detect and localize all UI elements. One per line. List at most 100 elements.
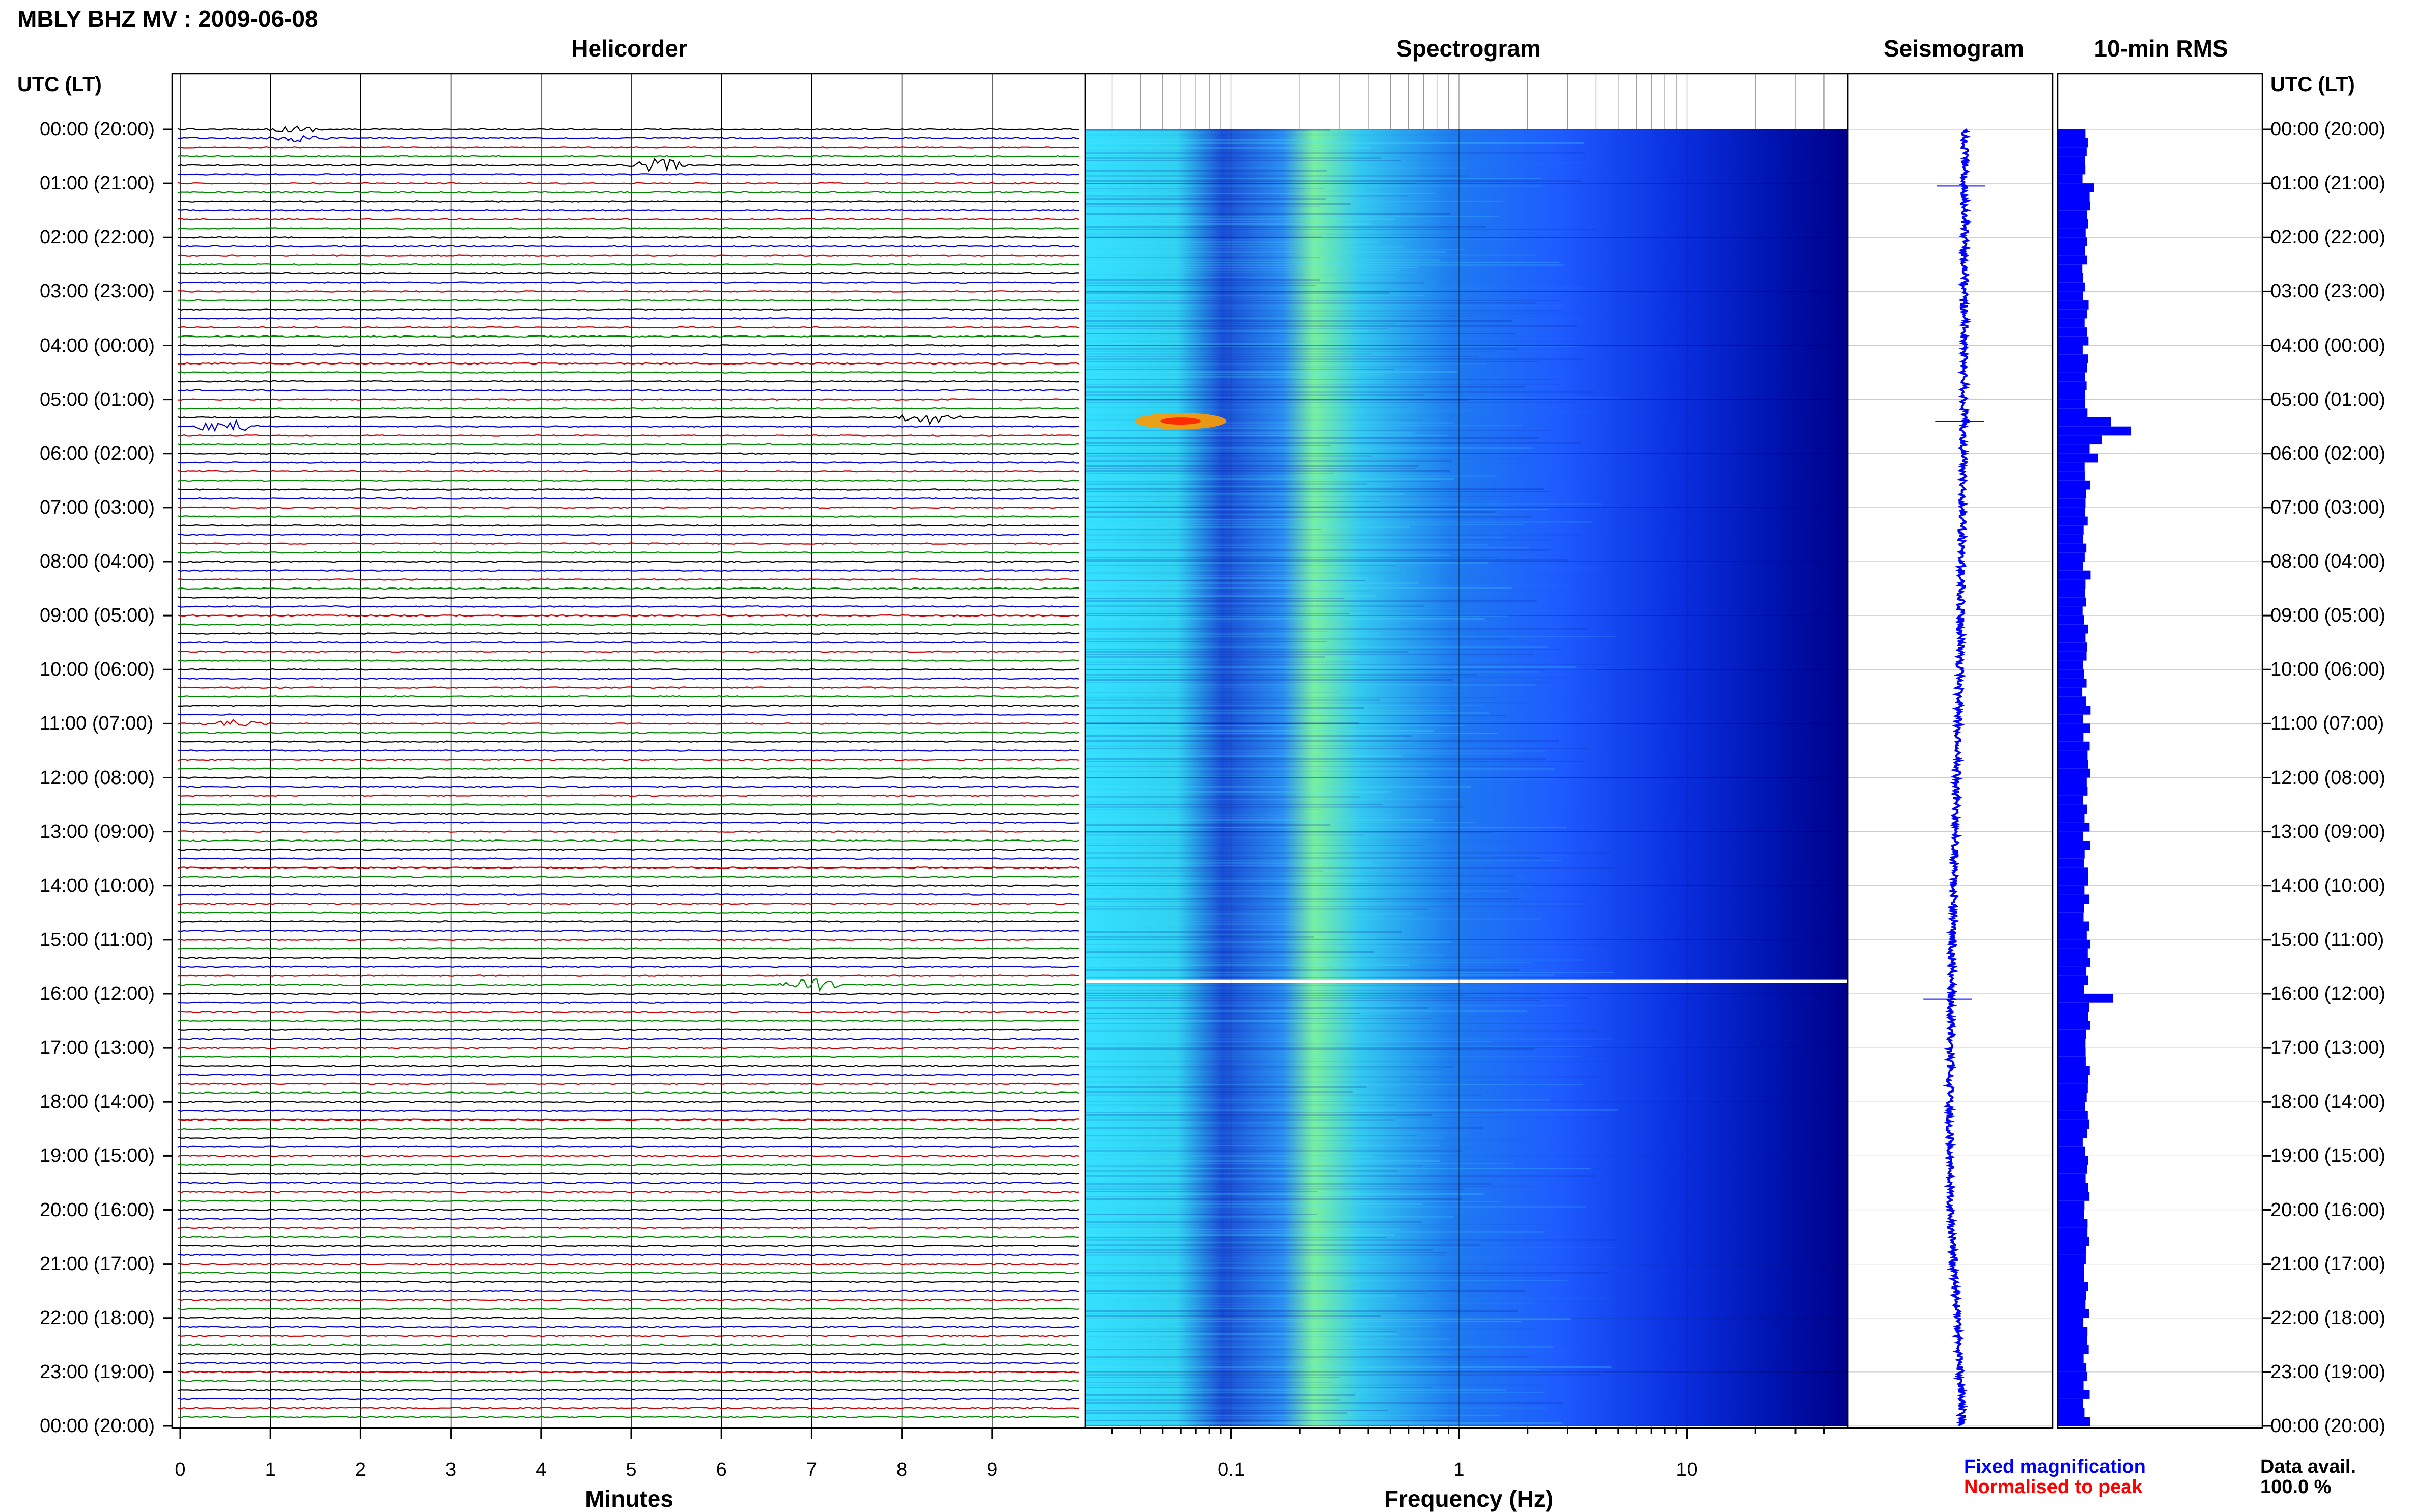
- spectrogram-slice: [1085, 857, 1541, 859]
- rms-bar: [2058, 831, 2083, 841]
- rms-bar: [2058, 966, 2086, 976]
- spectrogram-slice: [1085, 974, 1555, 976]
- spectrogram-slice: [1085, 1216, 1454, 1218]
- helicorder-trace: [177, 407, 1080, 410]
- helicorder-tick-label: 0: [175, 1459, 186, 1480]
- helicorder-trace: [177, 1055, 1080, 1058]
- spectrogram-slice: [1085, 1346, 1554, 1348]
- helicorder-x-label: Minutes: [585, 1486, 674, 1512]
- spectrogram-slice: [1085, 1343, 1315, 1345]
- spectrogram-slice: [1085, 610, 1522, 612]
- time-label-left: 07:00 (03:00): [40, 496, 155, 518]
- helicorder-trace: [177, 956, 1080, 959]
- spectrogram-slice: [1085, 885, 1533, 887]
- spectrogram-slice: [1085, 1206, 1586, 1208]
- rms-bar: [2058, 1390, 2090, 1399]
- helicorder-trace: [177, 470, 1080, 473]
- spectrogram-slice: [1085, 1183, 1492, 1185]
- time-label-left: 02:00 (22:00): [40, 227, 155, 248]
- spectrogram-slice: [1085, 906, 1587, 907]
- rms-bar: [2058, 1119, 2089, 1129]
- helicorder-trace: [177, 542, 1080, 545]
- rms-bar: [2058, 921, 2089, 931]
- spectrogram-slice: [1085, 1102, 1330, 1103]
- helicorder-trace: [177, 731, 1080, 734]
- spectrogram-slice: [1085, 1287, 1374, 1289]
- spectrogram-slice: [1085, 699, 1380, 701]
- spectrogram-slice: [1085, 1333, 1397, 1335]
- helicorder-trace: [177, 353, 1080, 356]
- helicorder-trace: [177, 1290, 1080, 1293]
- spectrogram-slice: [1085, 1384, 1542, 1386]
- helicorder-trace: [177, 1046, 1080, 1049]
- spectrogram-slice: [1085, 929, 1346, 930]
- spectrogram-slice: [1085, 1094, 1482, 1096]
- spectrogram-slice: [1085, 707, 1364, 709]
- helicorder-trace: [177, 749, 1080, 752]
- spectrogram-slice: [1085, 300, 1561, 301]
- spectrogram-slice: [1085, 1061, 1613, 1062]
- spectrogram-slice: [1085, 995, 1465, 996]
- rms-bar: [2058, 850, 2085, 859]
- spectrogram-slice: [1085, 1267, 1358, 1269]
- spectrogram-slice: [1085, 605, 1424, 607]
- helicorder-trace: [177, 1326, 1080, 1328]
- spectrogram-slice: [1085, 575, 1339, 576]
- helicorder-trace: [177, 1244, 1080, 1247]
- spectrogram-slice: [1085, 465, 1420, 467]
- spectrogram-slice: [1085, 1056, 1582, 1057]
- spectrogram-slice: [1085, 493, 1404, 495]
- spectrogram-slice: [1085, 1048, 1535, 1050]
- spectrogram-slice: [1085, 1313, 1470, 1314]
- spectrogram-plot: [1085, 74, 1848, 1439]
- spectrogram-slice: [1085, 1387, 1432, 1388]
- spectrogram-slice: [1085, 1112, 1504, 1113]
- spectrogram-slice: [1085, 883, 1596, 884]
- spectrogram-slice: [1085, 315, 1473, 317]
- spectrogram-slice: [1085, 514, 1500, 515]
- helicorder-trace: [177, 1100, 1080, 1103]
- helicorder-trace: [177, 389, 1080, 392]
- spectrogram-slice: [1085, 725, 1465, 726]
- spectrogram-slice: [1085, 898, 1519, 900]
- time-label-left: 10:00 (06:00): [40, 659, 155, 681]
- spectrogram-slice: [1085, 262, 1559, 263]
- spectrogram-slice: [1085, 407, 1408, 408]
- spectrogram-slice: [1085, 936, 1314, 938]
- rms-bar: [2058, 318, 2085, 328]
- spectrogram-slice: [1085, 1130, 1356, 1131]
- helicorder-trace: [177, 506, 1080, 509]
- spectrogram-slice: [1085, 244, 1326, 245]
- helicorder-trace: [177, 1001, 1080, 1004]
- spectrogram-slice: [1085, 1389, 1506, 1391]
- spectrogram-slice: [1085, 1318, 1571, 1320]
- helicorder-trace: [177, 1136, 1080, 1139]
- rms-bar: [2058, 309, 2087, 319]
- spectrogram-x-label: Frequency (Hz): [1384, 1486, 1554, 1512]
- time-label-right: 14:00 (10:00): [2270, 875, 2386, 897]
- spectrogram-slice: [1085, 1142, 1384, 1144]
- rms-bar: [2058, 606, 2083, 616]
- spectrogram-slice: [1085, 1201, 1501, 1202]
- spectrogram-slice: [1085, 162, 1591, 164]
- time-label-left: 01:00 (21:00): [40, 173, 155, 194]
- spectrogram-slice: [1085, 287, 1585, 289]
- spectrogram-slice: [1085, 409, 1472, 411]
- rms-bar: [2058, 985, 2084, 994]
- spectrogram-slice: [1085, 1063, 1411, 1065]
- spectrogram-slice: [1085, 1224, 1554, 1225]
- spectrogram-slice: [1085, 165, 1561, 166]
- spectrogram-slice: [1085, 198, 1326, 200]
- helicorder-trace: [177, 125, 1080, 133]
- spectrogram-slice: [1085, 1392, 1544, 1393]
- spectrogram-slice: [1085, 1349, 1472, 1350]
- spectrogram-slice: [1085, 730, 1434, 732]
- spectrogram-slice: [1085, 733, 1498, 734]
- time-label-left: 03:00 (23:00): [40, 281, 155, 302]
- rms-bar: [2058, 562, 2083, 571]
- helicorder-trace: [177, 893, 1080, 896]
- spectrogram-slice: [1085, 132, 1379, 133]
- spectrogram-slice: [1085, 414, 1463, 416]
- spectrogram-slice: [1085, 269, 1401, 271]
- helicorder-trace: [177, 884, 1080, 887]
